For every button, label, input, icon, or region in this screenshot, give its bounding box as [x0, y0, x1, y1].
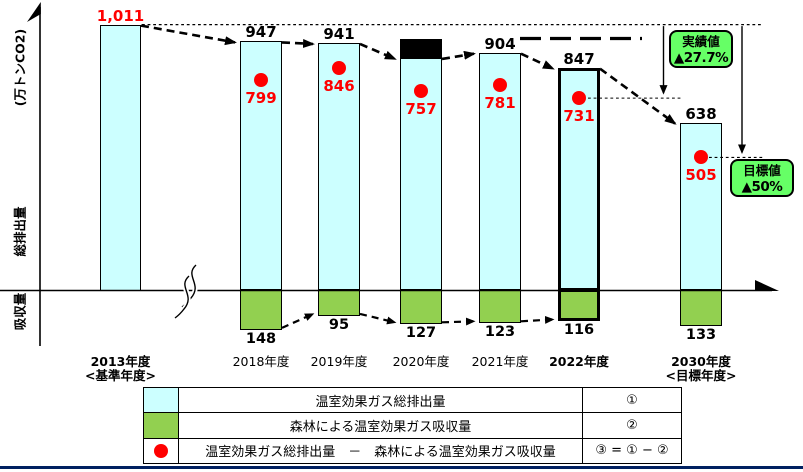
actual-result-title: 実績値	[682, 34, 720, 49]
legend-row-total-emissions: 温室効果ガス総排出量 ①	[144, 388, 681, 414]
x-axis-label-0: 2013年度	[90, 354, 151, 369]
total-value-1: 947	[245, 23, 277, 42]
net-dot-4	[493, 77, 507, 92]
bar-total-2	[318, 42, 360, 291]
bar-total-1	[240, 41, 282, 291]
total-value-6: 638	[685, 104, 717, 123]
bar-absorption-1	[240, 289, 282, 330]
legend-swatch-net-emissions	[144, 438, 179, 463]
net-value-1: 799	[245, 89, 277, 108]
legend-label-forest-absorption: 森林による温室効果ガス吸収量	[289, 419, 472, 435]
total-value-2: 941	[323, 24, 355, 43]
y-axis-zone-label-emissions: 総排出量	[12, 206, 28, 257]
legend-symbol-2: ②	[582, 413, 681, 438]
actual-result-badge: 実績値 ▲27.7%	[669, 30, 733, 68]
actual-result-value: ▲27.7%	[673, 50, 729, 66]
legend-swatch-total-emissions	[144, 388, 179, 413]
total-value-5: 847	[563, 49, 595, 68]
legend-swatch-forest-absorption	[144, 413, 179, 438]
net-dot-6	[694, 150, 708, 165]
bar-absorption-3	[400, 289, 442, 325]
absorption-value-2: 95	[328, 316, 350, 333]
target-badge: 目標値 ▲50%	[730, 159, 794, 197]
redaction-cap-3	[400, 38, 442, 59]
net-dot-2	[332, 60, 346, 75]
bar-total-0	[100, 24, 141, 291]
x-axis-sublabel-0: <基準年度>	[85, 368, 156, 383]
net-dot-5	[572, 91, 586, 106]
absorption-value-1: 148	[245, 330, 277, 347]
bar-absorption-6	[680, 289, 722, 326]
absorption-value-3: 127	[405, 325, 437, 342]
x-axis-label-6: 2030年度	[671, 354, 731, 369]
bottom-border-line	[0, 466, 803, 469]
legend-label-total-emissions: 温室効果ガス総排出量	[315, 394, 446, 410]
red-dot-icon	[154, 443, 168, 458]
legend-symbol-3: ③ = ① − ②	[582, 438, 681, 463]
net-value-3: 757	[405, 100, 437, 119]
bar-absorption-4	[479, 289, 521, 324]
net-dot-3	[414, 84, 428, 99]
net-value-5: 731	[563, 107, 595, 126]
y-axis-zone-label-absorption: 吸収量	[12, 292, 28, 331]
net-value-6: 505	[685, 166, 717, 185]
x-axis-label-2: 2019年度	[310, 354, 368, 369]
y-axis-unit-label: (万トンCO2)	[12, 28, 28, 107]
absorption-value-5: 116	[563, 322, 595, 339]
net-value-2: 846	[323, 76, 355, 95]
x-axis-sublabel-6: <目標年度>	[665, 368, 737, 383]
bar-total-4	[479, 52, 521, 291]
legend-symbol-1: ①	[582, 388, 681, 413]
bar-total-6	[680, 122, 722, 291]
target-value: ▲50%	[741, 179, 783, 195]
target-title: 目標値	[743, 163, 781, 178]
absorption-value-4: 123	[484, 324, 516, 341]
legend-table: 温室効果ガス総排出量 ① 森林による温室効果ガス吸収量 ② 温室効果ガス総排出量…	[143, 387, 682, 464]
x-axis-label-4: 2021年度	[471, 354, 529, 369]
absorption-value-6: 133	[685, 326, 717, 343]
net-dot-1	[254, 73, 268, 88]
legend-label-net-emissions: 温室効果ガス総排出量 － 森林による温室効果ガス吸収量	[205, 445, 556, 461]
x-axis-label-3: 2020年度	[392, 354, 450, 369]
x-axis-label-1: 2018年度	[232, 354, 290, 369]
bar-absorption-5	[558, 289, 600, 322]
legend-row-forest-absorption: 森林による温室効果ガス吸収量 ②	[144, 413, 681, 439]
bar-absorption-2	[318, 289, 360, 316]
legend-row-net-emissions: 温室効果ガス総排出量 － 森林による温室効果ガス吸収量 ③ = ① − ②	[144, 438, 681, 463]
net-value-4: 781	[484, 93, 516, 112]
total-value-0: 1,011	[96, 6, 145, 25]
x-axis-label-5: 2022年度	[549, 354, 609, 369]
total-value-4: 904	[484, 34, 516, 53]
